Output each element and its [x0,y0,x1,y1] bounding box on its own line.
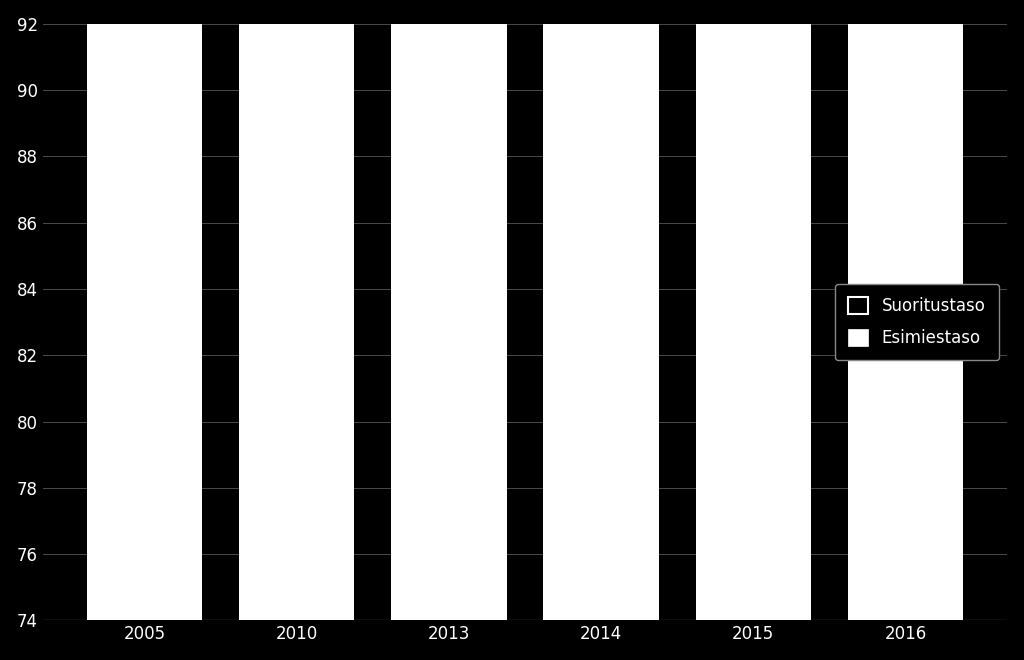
Bar [754,0,811,620]
Bar [848,0,905,620]
Text: 84,0: 84,0 [403,269,437,284]
Bar [695,0,754,620]
Bar [601,0,659,620]
Text: 89,7: 89,7 [461,80,495,95]
Bar [297,0,354,620]
Text: 86,5: 86,5 [613,186,647,201]
Bar [449,0,507,620]
Bar [905,0,964,620]
Bar [86,0,144,620]
Text: 87,4: 87,4 [308,156,342,171]
Text: 87,8: 87,8 [765,143,799,158]
Bar [544,0,601,620]
Text: 79,5: 79,5 [157,418,190,433]
Text: 83,3: 83,3 [708,292,741,307]
Legend: Suoritustaso, Esimiestaso: Suoritustaso, Esimiestaso [836,284,999,360]
Text: 84,1: 84,1 [555,265,589,280]
Bar [144,0,202,620]
Text: 80,9: 80,9 [251,372,285,387]
Bar [391,0,449,620]
Text: 84,4: 84,4 [98,255,132,271]
Text: 84,6: 84,6 [860,249,894,264]
Text: 88,6: 88,6 [918,116,951,131]
Bar [239,0,297,620]
